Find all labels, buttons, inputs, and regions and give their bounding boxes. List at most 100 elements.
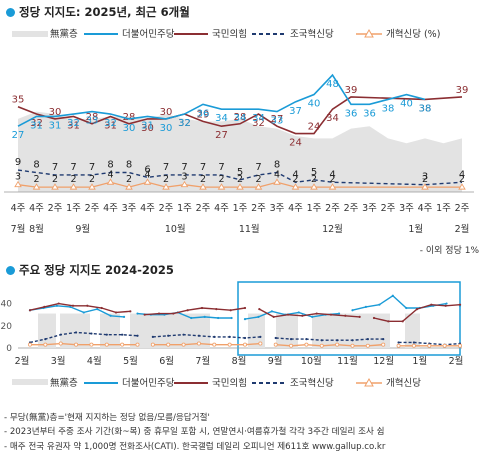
data-label-ppp: 31 bbox=[67, 120, 80, 131]
x-tick-label: 4주 bbox=[418, 203, 433, 214]
data-label-ppp: 29 bbox=[197, 109, 210, 120]
point-ppp bbox=[229, 309, 232, 312]
point-minju bbox=[96, 308, 99, 311]
data-label-gaehyuk: 2 bbox=[422, 174, 428, 185]
muntang-block bbox=[130, 313, 210, 348]
point-gaehyuk bbox=[396, 343, 401, 348]
data-label-jokuk: 7 bbox=[218, 162, 224, 173]
other-parties-note: - 이외 정당 1% bbox=[419, 246, 479, 256]
bullet-dot-icon bbox=[6, 8, 15, 17]
month-label: 9월 bbox=[268, 355, 283, 367]
point-gaehyuk bbox=[162, 183, 170, 190]
data-label-ppp: 30 bbox=[160, 107, 173, 118]
data-label-gaehyuk: 3 bbox=[181, 172, 187, 183]
point-gaehyuk bbox=[304, 342, 309, 347]
data-label-minju: 40 bbox=[400, 99, 413, 110]
point-minju bbox=[257, 315, 260, 318]
point-minju bbox=[230, 316, 233, 320]
x-tick-label: 3주 bbox=[362, 203, 377, 214]
point-minju bbox=[217, 316, 220, 320]
month-label: 1월 bbox=[412, 355, 427, 367]
data-label-minju: 27 bbox=[12, 130, 25, 141]
data-label-ppp: 31 bbox=[104, 120, 117, 131]
data-label-minju: 33 bbox=[86, 116, 99, 127]
month-label: 3월 bbox=[51, 355, 66, 367]
chart1: 無黨층 더불어민주당 국민의힘 조국혁신당 개혁신당 (%)35323031283128… bbox=[4, 28, 474, 235]
data-label-jokuk: 4 bbox=[459, 169, 465, 180]
point-ppp bbox=[387, 320, 390, 323]
point-minju bbox=[445, 302, 448, 305]
point-jokuk bbox=[44, 338, 47, 341]
data-label-ppp: 32 bbox=[30, 118, 43, 129]
point-gaehyuk bbox=[328, 183, 337, 190]
point-ppp bbox=[258, 308, 261, 311]
point-ppp bbox=[157, 312, 161, 315]
point-ppp bbox=[215, 308, 218, 311]
legend-label-jokuk: 조국혁신당 bbox=[290, 378, 334, 389]
data-label-gaehyuk: 4 bbox=[274, 169, 280, 180]
series-line-gaehyuk bbox=[30, 342, 460, 347]
point-gaehyuk bbox=[273, 342, 278, 347]
chart1-legend: 無黨층 더불어민주당 국민의힘 조국혁신당 개혁신당 (%) bbox=[12, 28, 440, 40]
data-label-gaehyuk: 2 bbox=[311, 174, 317, 185]
point-ppp bbox=[114, 311, 118, 314]
y-tick-label: 40 bbox=[1, 300, 13, 310]
data-label-jokuk: 7 bbox=[52, 162, 58, 173]
footnote-1: - 무당(無黨)층='현재 지지하는 정당 없음/모름/응답거절' bbox=[4, 413, 210, 423]
footnote-2: - 2023년부터 주중 조사 기간(화~목) 중 휴무일 포함 시, 연말연시… bbox=[4, 427, 385, 438]
point-jokuk bbox=[182, 333, 185, 336]
point-gaehyuk bbox=[335, 342, 340, 347]
point-ppp bbox=[301, 314, 304, 317]
point-gaehyuk bbox=[199, 183, 207, 190]
point-ppp bbox=[272, 315, 275, 318]
month-label: 1월 bbox=[408, 223, 423, 235]
point-gaehyuk bbox=[69, 183, 78, 190]
point-gaehyuk bbox=[289, 343, 294, 348]
data-label-ppp: 32 bbox=[178, 118, 191, 129]
x-tick-label: 2주 bbox=[344, 203, 359, 214]
data-label-ppp: 34 bbox=[326, 113, 339, 124]
data-label-jokuk: 7 bbox=[70, 162, 76, 173]
month-label: 5월 bbox=[123, 355, 138, 367]
point-gaehyuk bbox=[411, 343, 416, 348]
point-minju bbox=[122, 315, 126, 318]
data-label-gaehyuk: 2 bbox=[459, 174, 465, 185]
point-minju bbox=[82, 311, 85, 314]
point-ppp bbox=[43, 305, 46, 308]
point-jokuk bbox=[90, 332, 93, 335]
muntang-block bbox=[276, 313, 298, 348]
legend-label-ppp: 국민의힘 bbox=[212, 378, 247, 389]
point-gaehyuk bbox=[457, 343, 462, 348]
muntang-block bbox=[405, 313, 420, 348]
muntang-block bbox=[100, 313, 120, 348]
point-jokuk bbox=[74, 331, 78, 334]
point-ppp bbox=[172, 312, 175, 315]
point-jokuk bbox=[197, 334, 201, 337]
chart1-title: 정당 지지도: 2025년, 최근 6개월 bbox=[6, 4, 190, 20]
y-tick-label: 20 bbox=[1, 322, 13, 332]
point-gaehyuk bbox=[273, 178, 281, 185]
point-ppp bbox=[372, 316, 376, 320]
point-minju bbox=[136, 312, 139, 315]
point-gaehyuk bbox=[254, 183, 263, 190]
data-label-minju: 34 bbox=[252, 113, 265, 124]
data-label-ppp: 28 bbox=[86, 112, 99, 123]
data-label-gaehyuk: 2 bbox=[255, 174, 261, 185]
point-minju bbox=[190, 316, 193, 320]
point-ppp bbox=[28, 309, 32, 312]
data-label-jokuk: 4 bbox=[329, 169, 335, 180]
data-label-minju: 36 bbox=[345, 108, 358, 119]
point-minju bbox=[69, 305, 72, 308]
x-tick-label: 1주 bbox=[307, 203, 322, 214]
month-label: 12월 bbox=[373, 355, 394, 367]
data-label-ppp: 39 bbox=[456, 85, 469, 96]
point-minju bbox=[55, 304, 58, 307]
data-label-minju: 31 bbox=[49, 120, 62, 131]
point-gaehyuk bbox=[120, 342, 125, 347]
point-ppp bbox=[200, 306, 204, 310]
month-label: 4월 bbox=[87, 355, 102, 367]
point-jokuk bbox=[366, 338, 369, 341]
month-label: 2월 bbox=[449, 355, 464, 367]
data-label-ppp: 24 bbox=[308, 122, 321, 133]
point-minju bbox=[337, 312, 341, 315]
